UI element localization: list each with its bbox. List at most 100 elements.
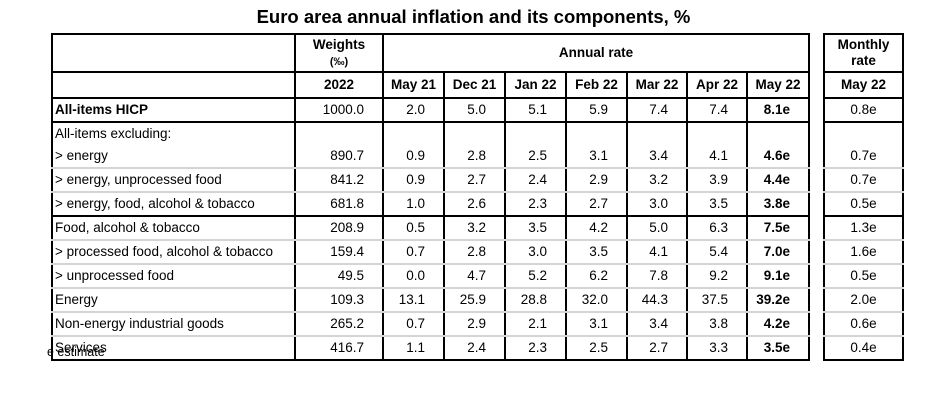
annual-rate-cell: 4.1: [686, 145, 748, 169]
annual-rate-cell: 2.4: [443, 336, 506, 361]
table-row: > energy, food, alcohol & tobacco 681.8 1.…: [51, 192, 810, 217]
annual-rate-cell: 2.8: [443, 240, 506, 265]
annual-rate-cell: 2.6: [443, 192, 506, 217]
annual-rate-cell: 39.2e: [746, 288, 810, 313]
annual-rate-cell: 2.7: [443, 168, 506, 193]
monthly-rate-cell: 2.0e: [823, 288, 904, 313]
annual-rate-cell: 0.9: [382, 145, 445, 169]
annual-rate-cell: 3.9: [686, 168, 748, 193]
annual-rate-cell: [686, 122, 748, 145]
annual-rate-cell: 3.5: [565, 240, 628, 265]
table-title: Euro area annual inflation and its compo…: [256, 6, 691, 27]
annual-rate-cell: 3.3: [686, 336, 748, 361]
weight-cell: 890.7: [294, 145, 384, 169]
row-label: Services: [51, 336, 296, 361]
annual-rate-cell: 3.5: [686, 192, 748, 217]
annual-rate-cell: 4.2: [565, 216, 628, 241]
period-header: Feb 22: [565, 71, 628, 99]
period-header: Dec 21: [443, 71, 506, 99]
monthly-rate-cell: 0.8e: [823, 98, 904, 123]
monthly-row: 0.7e: [823, 145, 904, 169]
period-header: May 22: [746, 71, 810, 99]
annual-rate-cell: 2.0: [382, 98, 445, 123]
weight-cell: 159.4: [294, 240, 384, 265]
annual-rate-cell: 3.2: [626, 168, 688, 193]
monthly-rate-cell: 0.6e: [823, 312, 904, 337]
annual-rate-cell: 9.2: [686, 264, 748, 289]
annual-rate-cell: 2.4: [504, 168, 567, 193]
annual-rate-cell: 3.8e: [746, 192, 810, 217]
annual-inflation-table: Weights (‰) Annual rate 2022 May 21 Dec 21…: [51, 33, 810, 361]
weight-cell: 841.2: [294, 168, 384, 193]
table-row: > energy, unprocessed food 841.2 0.9 2.7 2.4…: [51, 168, 810, 193]
annual-rate-cell: 2.9: [565, 168, 628, 193]
annual-rate-cell: 3.5e: [746, 336, 810, 361]
table-row: Food, alcohol & tobacco 208.9 0.5 3.2 3.5 4.2…: [51, 216, 810, 241]
monthly-rate-cell: 0.7e: [823, 168, 904, 193]
weights-unit: (‰): [329, 55, 349, 68]
annual-rate-cell: 2.5: [504, 145, 567, 169]
annual-rate-cell: 4.7: [443, 264, 506, 289]
monthly-inflation-table: Monthly rate May 22 0.8e 0.7e 0.7e 0.5e 1.3e 1…: [823, 33, 904, 361]
monthly-row: 0.8e: [823, 98, 904, 123]
weight-cell: 681.8: [294, 192, 384, 217]
annual-rate-cell: 2.3: [504, 336, 567, 361]
annual-rate-cell: 4.1: [626, 240, 688, 265]
weight-cell: 49.5: [294, 264, 384, 289]
annual-rate-cell: 0.5: [382, 216, 445, 241]
table-row: All-items HICP 1000.0 2.0 5.0 5.1 5.9 7.4 7.4 8.…: [51, 98, 810, 123]
annual-rate-cell: 7.4: [626, 98, 688, 123]
annual-rate-cell: 1.1: [382, 336, 445, 361]
monthly-rate-cell: 0.7e: [823, 145, 904, 169]
annual-rate-cell: [565, 122, 628, 145]
table-row: > unprocessed food 49.5 0.0 4.7 5.2 6.2 7.8 9.2…: [51, 264, 810, 289]
monthly-row: 0.5e: [823, 192, 904, 217]
monthly-rate-cell: 1.3e: [823, 216, 904, 241]
annual-rate-cell: 5.0: [626, 216, 688, 241]
annual-rate-cell: 7.8: [626, 264, 688, 289]
annual-rate-cell: 4.4e: [746, 168, 810, 193]
annual-rate-cell: 7.5e: [746, 216, 810, 241]
annual-rate-cell: [504, 122, 567, 145]
table-row: Non-energy industrial goods 265.2 0.7 2.9 2.…: [51, 312, 810, 337]
annual-rate-cell: 6.3: [686, 216, 748, 241]
row-label: All-items HICP: [51, 98, 296, 123]
monthly-label-1: Monthly: [837, 37, 890, 52]
footnote: e estimate: [47, 345, 105, 359]
annual-rate-cell: 32.0: [565, 288, 628, 313]
annual-rate-cell: 5.0: [443, 98, 506, 123]
period-header: Mar 22: [626, 71, 688, 99]
annual-rate-cell: 8.1e: [746, 98, 810, 123]
table-row: > energy 890.7 0.9 2.8 2.5 3.1 3.4 4.1 4.6e: [51, 145, 810, 169]
annual-rate-cell: 4.6e: [746, 145, 810, 169]
annual-rate-cell: 9.1e: [746, 264, 810, 289]
row-label: Non-energy industrial goods: [51, 312, 296, 337]
weight-cell: 109.3: [294, 288, 384, 313]
row-label: Energy: [51, 288, 296, 313]
annual-rate-cell: [443, 122, 506, 145]
annual-rate-cell: 1.0: [382, 192, 445, 217]
annual-rate-cell: 6.2: [565, 264, 628, 289]
weights-header: Weights (‰): [294, 33, 384, 73]
annual-rate-cell: 5.9: [565, 98, 628, 123]
period-header: May 21: [382, 71, 445, 99]
annual-rate-cell: 3.2: [443, 216, 506, 241]
weight-cell: 416.7: [294, 336, 384, 361]
annual-rate-cell: 3.5: [504, 216, 567, 241]
monthly-row: 0.5e: [823, 264, 904, 289]
annual-rate-cell: 3.0: [626, 192, 688, 217]
corner-cell-2: [51, 71, 296, 99]
monthly-row: 0.6e: [823, 312, 904, 337]
monthly-rate-cell: [823, 122, 904, 145]
table-row: All-items excluding:: [51, 122, 810, 145]
annual-rate-cell: 2.7: [626, 336, 688, 361]
row-label: All-items excluding:: [51, 122, 296, 145]
monthly-row: 1.3e: [823, 216, 904, 241]
monthly-rate-cell: 0.5e: [823, 192, 904, 217]
annual-rate-cell: 3.4: [626, 145, 688, 169]
annual-rate-cell: 2.5: [565, 336, 628, 361]
annual-rate-cell: 0.7: [382, 240, 445, 265]
weights-label: Weights: [312, 36, 366, 52]
annual-rate-cell: 3.0: [504, 240, 567, 265]
annual-rate-cell: 37.5: [686, 288, 748, 313]
